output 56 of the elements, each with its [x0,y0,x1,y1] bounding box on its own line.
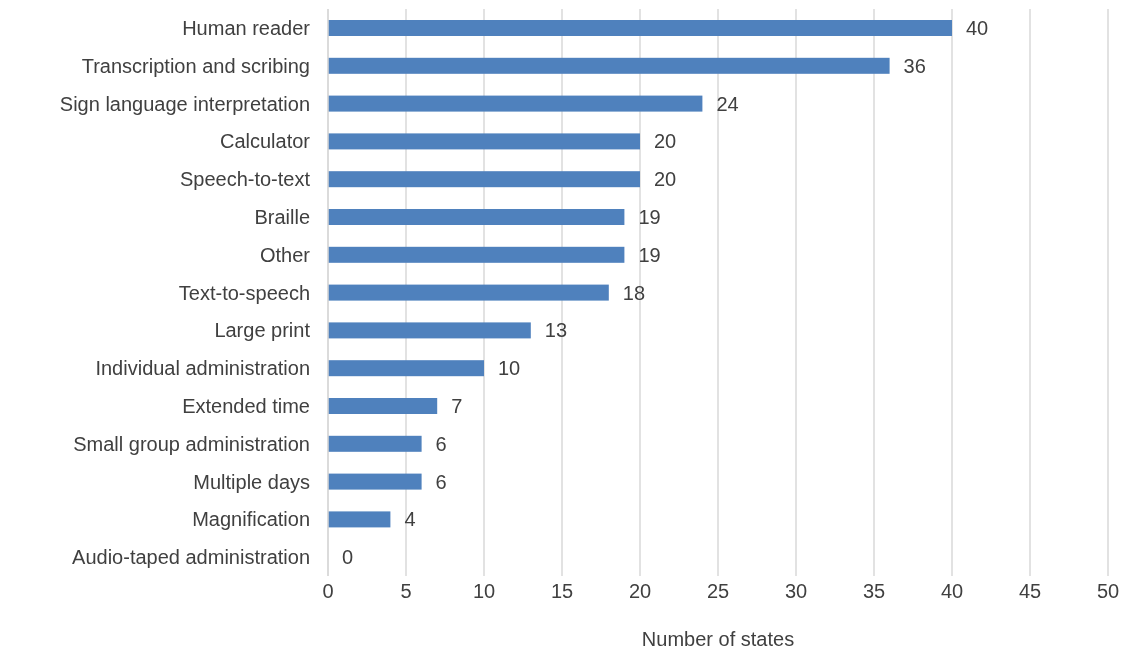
y-tick-label: Transcription and scribing [81,54,310,77]
x-tick-label: 0 [322,580,334,603]
data-label: 20 [654,130,677,153]
bar [328,209,625,225]
bar [328,133,640,150]
y-tick-label: Other [259,243,311,266]
y-tick-label: Individual administration [95,357,310,380]
y-tick-label: Human reader [182,17,311,39]
data-label: 4 [404,508,416,531]
data-label: 6 [435,470,447,493]
data-label: 24 [716,92,739,115]
data-label: 40 [966,17,989,39]
x-tick-label: 45 [1018,580,1042,603]
y-tick-label: Small group administration [73,432,310,455]
y-tick-label: Audio-taped administration [72,546,310,569]
y-tick-label: Magnification [192,508,310,531]
bar [328,20,952,36]
data-label: 7 [451,395,463,417]
y-tick-label: Speech-to-text [179,168,311,191]
x-tick-label: 10 [472,580,496,603]
data-label: 36 [903,54,926,77]
y-tick-label: Sign language interpretation [59,92,310,115]
data-label: 6 [435,432,447,455]
bar [328,435,422,452]
bar [328,322,531,339]
x-tick-label: 30 [784,580,808,603]
data-label: 18 [622,281,646,304]
y-tick-label: Extended time [182,395,310,417]
x-tick-label: 25 [706,580,730,603]
bar [328,246,625,263]
data-label: 20 [654,168,677,191]
x-tick-label: 35 [862,580,886,603]
bar [328,360,484,377]
bar [328,171,640,188]
x-axis-title: Number of states [641,628,795,650]
y-tick-label: Multiple days [193,470,310,493]
data-label: 13 [544,319,568,342]
data-label: 19 [638,243,661,266]
y-tick-label: Text-to-speech [178,281,310,304]
bar [328,398,438,414]
bar [328,95,703,112]
y-tick-label: Large print [214,319,311,342]
y-tick-label: Braille [254,206,310,228]
bar [328,473,422,490]
x-tick-label: 5 [400,580,412,603]
x-tick-label: 15 [550,580,574,603]
data-label: 0 [342,546,354,569]
x-tick-label: 40 [940,580,964,603]
bar [328,284,609,301]
x-tick-label: 50 [1096,580,1120,603]
data-label: 10 [498,357,521,380]
x-tick-label: 20 [628,580,652,603]
data-label: 19 [638,206,661,228]
bar [328,511,391,528]
y-tick-label: Calculator [219,130,311,153]
bar [328,57,890,74]
